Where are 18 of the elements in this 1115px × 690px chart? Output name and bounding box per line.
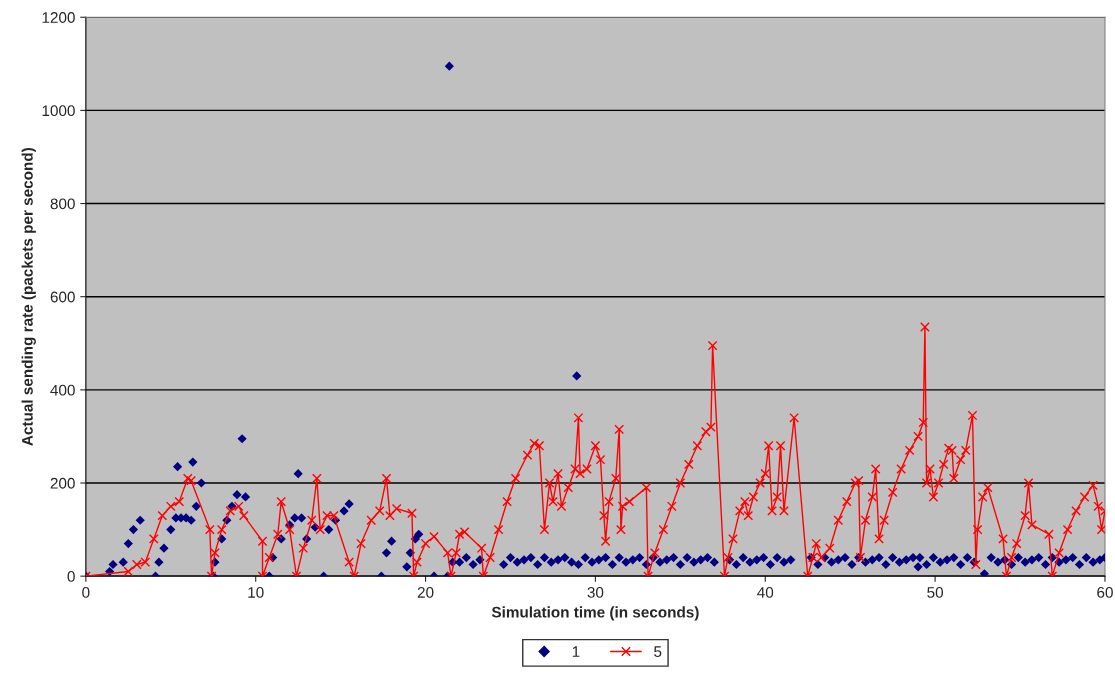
y-tick-label: 1000 [42, 105, 75, 117]
x-tick-label: 40 [757, 586, 774, 598]
y-tick-label: 1200 [42, 12, 75, 23]
y-tick-label: 800 [50, 198, 75, 210]
y-axis-title: Actual sending rate (packets per second) [21, 148, 36, 446]
y-tick-label: 0 [67, 571, 75, 582]
x-tick-label: 60 [1097, 586, 1113, 598]
y-tick-label: 400 [50, 384, 75, 396]
x-tick-label: 50 [927, 586, 944, 598]
legend-label: 5 [654, 646, 662, 658]
x-tick-label: 10 [248, 586, 264, 598]
x-axis-title: Simulation time (in seconds) [491, 606, 699, 621]
x-tick-label: 30 [587, 586, 604, 598]
y-tick-label: 600 [50, 291, 75, 303]
y-tick-label: 200 [50, 477, 75, 489]
x-tick-label: 20 [417, 586, 434, 598]
x-tick-label: 0 [82, 586, 90, 598]
legend-label: 1 [572, 646, 580, 657]
